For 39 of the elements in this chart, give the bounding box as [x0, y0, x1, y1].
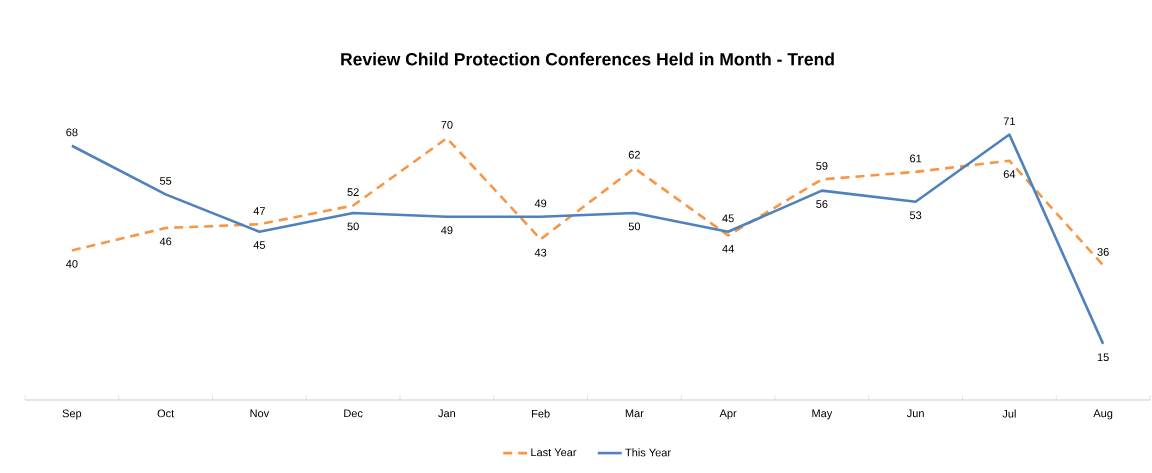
data-label: 53: [909, 211, 922, 220]
data-label: 45: [722, 214, 734, 223]
x-tick-label: Apr: [719, 409, 737, 420]
data-label: 62: [628, 150, 640, 159]
chart-title: Review Child Protection Conferences Held in Month - Trend: [341, 52, 834, 66]
data-label: 56: [816, 200, 828, 208]
legend-label: Last Year: [531, 448, 577, 457]
data-label: 64: [1003, 170, 1016, 179]
data-label: 59: [816, 162, 828, 170]
data-label: 36: [1097, 248, 1109, 256]
data-label: 15: [1097, 353, 1109, 362]
x-tick-label: Aug: [1093, 409, 1113, 420]
x-tick-label: Sep: [62, 409, 82, 420]
data-label: 49: [441, 226, 453, 235]
data-label: 61: [910, 154, 922, 163]
x-tick-label: Jul: [1002, 409, 1016, 418]
legend-label: This Year: [625, 448, 671, 457]
data-label: 71: [1003, 117, 1015, 125]
x-tick-label: Nov: [250, 409, 270, 418]
data-label: 44: [722, 245, 734, 253]
data-label: 68: [66, 128, 78, 137]
data-label: 47: [253, 207, 265, 215]
x-tick-label: Dec: [344, 409, 363, 418]
data-label: 70: [441, 120, 453, 129]
x-tick-label: May: [812, 409, 833, 420]
data-label: 43: [534, 248, 547, 257]
x-tick-label: Oct: [157, 409, 175, 418]
data-label: 40: [66, 259, 78, 268]
x-tick-label: Jun: [906, 409, 924, 418]
x-tick-label: Mar: [625, 409, 644, 418]
data-label: 49: [534, 199, 547, 208]
x-tick-label: Feb: [532, 409, 550, 418]
x-tick-label: Jan: [438, 409, 456, 418]
data-label: 55: [159, 177, 172, 185]
data-label: 52: [347, 188, 359, 197]
data-label: 50: [628, 222, 641, 231]
data-label: 45: [253, 241, 266, 249]
data-label: 46: [159, 237, 172, 246]
data-label: 50: [347, 222, 359, 231]
